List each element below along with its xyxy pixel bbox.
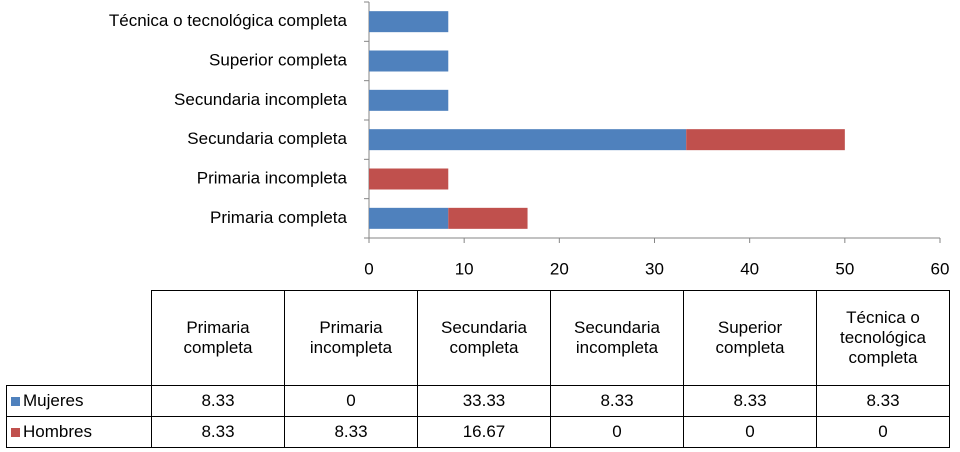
column-header: Secundaria completa [417, 290, 551, 386]
bar [686, 129, 845, 151]
legend-swatch [11, 428, 20, 437]
chart: 0 10 20 30 40 50 60 Primaria completa Primaria i… [109, 1, 950, 278]
value-cell: 16.67 [417, 416, 551, 448]
bar [369, 168, 449, 190]
value-cell: 8.33 [284, 416, 418, 448]
data-table: Primaria completa Primaria incompleta Secu… [6, 290, 950, 448]
y-tick-label: Primaria incompleta [197, 168, 348, 187]
value-cell: 8.33 [683, 385, 817, 417]
column-header: Primaria completa [151, 290, 285, 386]
value-cell: 0 [816, 416, 950, 448]
bar [369, 11, 449, 33]
blank-cell [6, 290, 152, 386]
value-cell: 8.33 [151, 416, 285, 448]
legend-label: Hombres [23, 422, 92, 441]
bar [369, 89, 449, 111]
value-cell: 8.33 [151, 385, 285, 417]
x-tick-label: 50 [835, 259, 854, 278]
x-tick-label: 60 [931, 259, 950, 278]
x-tick-label: 40 [740, 259, 759, 278]
x-tick-label: 0 [364, 259, 373, 278]
value-cell: 0 [550, 416, 684, 448]
column-header: Técnica o tecnológica completa [816, 290, 950, 386]
y-tick-label: Primaria completa [210, 208, 348, 227]
series-row: Hombres 8.33 8.33 16.67 0 0 0 [6, 416, 950, 448]
y-tick-label: Superior completa [209, 50, 348, 69]
y-tick-label: Secundaria incompleta [174, 90, 347, 109]
column-header: Superior completa [683, 290, 817, 386]
bar [369, 50, 449, 72]
y-tick-label: Secundaria completa [187, 129, 347, 148]
column-header: Secundaria incompleta [550, 290, 684, 386]
bar [369, 129, 687, 151]
y-tick-label: Técnica o tecnológica completa [109, 11, 348, 30]
column-header: Primaria incompleta [284, 290, 418, 386]
header-row: Primaria completa Primaria incompleta Secu… [6, 290, 950, 386]
x-tick-label: 10 [455, 259, 474, 278]
bar [448, 207, 528, 229]
x-tick-label: 20 [550, 259, 569, 278]
series-row: Mujeres 8.33 0 33.33 8.33 8.33 8.33 [6, 385, 950, 417]
row-header: Hombres [6, 416, 152, 448]
row-header: Mujeres [6, 385, 152, 417]
x-tick-label: 30 [645, 259, 664, 278]
value-cell: 33.33 [417, 385, 551, 417]
value-cell: 0 [683, 416, 817, 448]
value-cell: 0 [284, 385, 418, 417]
value-cell: 8.33 [550, 385, 684, 417]
bar [369, 207, 449, 229]
legend-swatch [11, 397, 20, 406]
value-cell: 8.33 [816, 385, 950, 417]
legend-label: Mujeres [23, 391, 84, 410]
